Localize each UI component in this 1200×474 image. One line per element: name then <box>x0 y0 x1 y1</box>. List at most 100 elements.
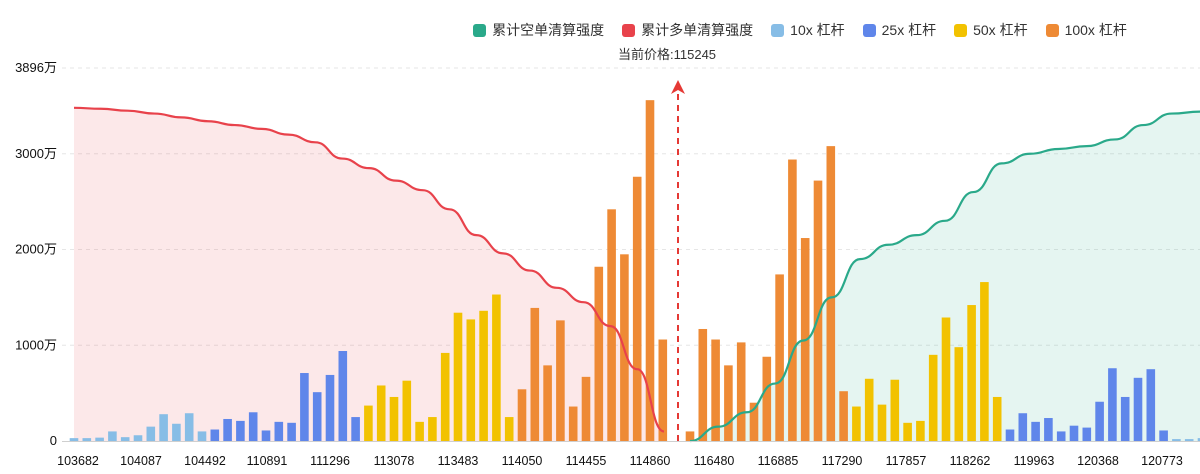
bar-left <box>351 417 360 441</box>
bar-left <box>658 339 668 441</box>
bar-left <box>120 437 130 441</box>
bar-left <box>632 176 642 441</box>
bar-left <box>556 320 565 441</box>
bar-right <box>852 406 861 441</box>
bar-left <box>402 380 412 441</box>
bar-right <box>749 402 759 441</box>
legend-label: 累计空单清算强度 <box>492 22 605 38</box>
legend-item[interactable]: 50x 杠杆 <box>954 20 1028 40</box>
bar-left <box>172 423 181 441</box>
legend-item[interactable]: 100x 杠杆 <box>1045 20 1127 40</box>
bar-right <box>967 305 976 441</box>
x-tick-label: 113078 <box>374 454 415 468</box>
bar-right <box>1120 396 1130 441</box>
bar-left <box>581 376 591 441</box>
bar-left <box>466 319 476 441</box>
x-tick-label: 113483 <box>438 454 479 468</box>
bar-right <box>1005 429 1015 441</box>
x-tick-label: 119963 <box>1014 454 1055 468</box>
legend-swatch <box>622 23 636 37</box>
bar-right <box>839 391 848 441</box>
current-price-marker <box>671 80 685 441</box>
bar-left <box>645 100 655 441</box>
bar-left <box>517 389 527 441</box>
y-tick-label: 3896万 <box>15 60 57 75</box>
bar-right <box>890 379 900 441</box>
legend-label: 100x 杠杆 <box>1064 22 1127 38</box>
bar-left <box>274 421 284 441</box>
legend-item[interactable]: 累计空单清算强度 <box>473 20 604 40</box>
bar-right <box>1108 368 1117 441</box>
bar-right <box>711 339 720 441</box>
long-area <box>74 107 664 441</box>
bar-left <box>568 406 578 441</box>
bar-right <box>1184 439 1194 441</box>
bar-left <box>223 418 232 441</box>
bar-right <box>928 354 938 441</box>
x-tick-label: 117290 <box>822 454 863 468</box>
x-tick-label: 114455 <box>566 454 607 468</box>
bar-right <box>775 274 784 441</box>
bar-right <box>1069 425 1079 441</box>
bar-right <box>813 180 823 441</box>
bar-right <box>941 317 951 441</box>
bar-left <box>82 438 92 441</box>
legend-swatch <box>771 23 785 37</box>
bar-right <box>1082 427 1092 441</box>
bar-left <box>389 396 399 441</box>
x-tick-label: 111296 <box>310 454 350 468</box>
bar-right <box>1056 431 1066 441</box>
y-tick-label: 0 <box>50 433 57 448</box>
bar-left <box>504 417 514 441</box>
bar-left <box>95 437 104 441</box>
bar-left <box>287 422 296 441</box>
legend-item[interactable]: 累计多单清算强度 <box>622 20 753 40</box>
bar-left <box>133 435 143 441</box>
legend-item[interactable]: 10x 杠杆 <box>771 20 845 40</box>
legend-label: 25x 杠杆 <box>881 22 937 38</box>
x-axis: 103682 104087 104492 110891 111296 113078 1134… <box>57 441 1200 468</box>
bar-right <box>1197 438 1200 441</box>
bar-right <box>788 159 797 442</box>
bar-left <box>197 431 207 441</box>
bar-right <box>698 328 708 441</box>
bar-right <box>736 342 746 441</box>
bar-right <box>1159 430 1168 441</box>
x-tick-label: 110891 <box>247 454 288 468</box>
bar-right <box>724 365 733 441</box>
bar-right <box>916 420 925 441</box>
bar-left <box>428 417 437 441</box>
bar-right <box>954 347 964 441</box>
x-tick-label: 116885 <box>758 454 799 468</box>
bar-left <box>415 421 424 441</box>
bar-right <box>980 282 989 441</box>
bar-left <box>376 385 386 441</box>
bar-right <box>903 422 912 441</box>
y-tick-label: 1000万 <box>15 337 57 352</box>
bar-right <box>1031 421 1040 441</box>
bar-left <box>453 312 463 441</box>
bar-right <box>762 356 772 441</box>
legend-label: 10x 杠杆 <box>790 22 845 38</box>
bar-right <box>877 404 887 441</box>
legend-item[interactable]: 25x 杠杆 <box>862 20 937 40</box>
bar-left <box>530 307 540 441</box>
legend-label: 累计多单清算强度 <box>641 22 754 38</box>
bar-left <box>236 420 245 441</box>
bar-left <box>338 351 348 441</box>
bar-left <box>364 405 373 441</box>
legend-swatch <box>954 23 968 37</box>
bar-left <box>543 365 552 441</box>
bar-right <box>1018 413 1028 441</box>
bar-right <box>1044 418 1053 441</box>
bar-right <box>1146 369 1156 441</box>
bar-left <box>108 431 117 441</box>
bar-left <box>210 429 220 441</box>
bar-left <box>184 413 194 441</box>
bar-right <box>685 431 695 441</box>
bar-left <box>261 430 271 441</box>
legend-swatch <box>862 23 876 37</box>
bar-left <box>492 294 501 441</box>
current-price-label: 当前价格:115245 <box>618 47 717 62</box>
